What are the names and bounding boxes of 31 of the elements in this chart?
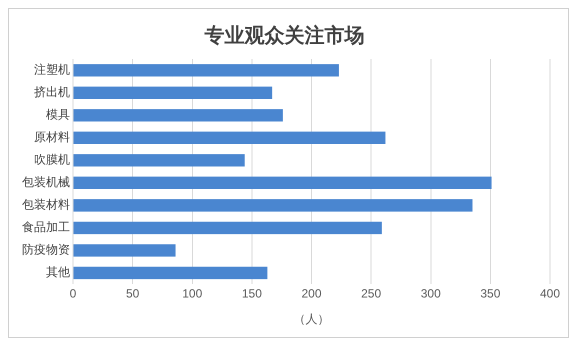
x-tick-label: 200 (301, 286, 322, 301)
y-tick-label: 模具 (46, 107, 70, 122)
x-tick-label: 350 (480, 286, 501, 301)
x-tick-label: 150 (242, 286, 262, 301)
x-tick-label: 400 (540, 286, 560, 301)
x-axis-title: （人） (294, 312, 330, 326)
bar (74, 64, 339, 76)
y-tick-label: 包装材料 (22, 198, 70, 212)
bar (74, 86, 272, 99)
x-tick-label: 250 (361, 286, 382, 301)
bar (74, 244, 176, 257)
y-tick-label: 食品加工 (22, 220, 70, 234)
x-tick-label: 100 (182, 286, 203, 301)
bar (74, 132, 386, 144)
x-tick-label: 300 (420, 286, 442, 301)
bar (74, 199, 472, 212)
y-tick-label: 吹膜机 (34, 152, 70, 166)
bar (74, 176, 492, 190)
x-tick-label: 0 (70, 286, 77, 301)
chart-title: 专业观众关注市场 (204, 23, 364, 48)
bar (74, 109, 283, 122)
x-tick-label: 50 (126, 286, 140, 301)
y-tick-label: 挤出机 (34, 84, 70, 99)
y-tick-label: 原材料 (34, 130, 70, 144)
y-tick-label: 其他 (46, 265, 70, 280)
bar (74, 154, 245, 167)
bar (74, 222, 382, 234)
y-tick-label: 包装机械 (22, 174, 70, 189)
y-tick-label: 防疫物资 (22, 242, 70, 257)
bar (74, 266, 268, 280)
y-tick-label: 注塑机 (34, 62, 70, 76)
